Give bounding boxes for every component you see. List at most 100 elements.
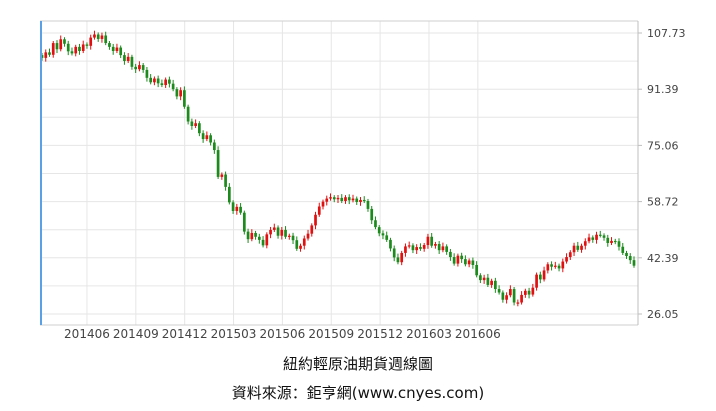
candle xyxy=(306,229,310,241)
candle xyxy=(235,203,239,215)
candle-body-down xyxy=(216,150,220,177)
candle-body-up xyxy=(610,240,613,243)
candle xyxy=(145,66,149,82)
candle-body-down xyxy=(396,257,400,263)
candle-body-up xyxy=(467,260,471,265)
candle xyxy=(486,273,490,287)
candle xyxy=(119,45,123,59)
candle xyxy=(108,41,111,50)
candle xyxy=(591,235,595,243)
candle xyxy=(168,76,171,88)
candle-body-down xyxy=(374,220,377,228)
candle-body-down xyxy=(183,90,186,107)
candle xyxy=(411,243,415,254)
candle xyxy=(284,226,287,239)
candle-body-up xyxy=(520,294,523,303)
candle-body-up xyxy=(546,264,550,271)
candle-body-up xyxy=(441,246,445,251)
candle xyxy=(625,250,628,259)
candle-body-down xyxy=(591,237,595,240)
candle-body-down xyxy=(449,251,452,258)
candle-body-up xyxy=(572,245,576,253)
candle-body-down xyxy=(108,43,111,47)
candle-body-down xyxy=(486,277,490,285)
candle xyxy=(460,252,463,263)
candle-body-up xyxy=(404,246,407,253)
candle xyxy=(347,194,351,205)
candle xyxy=(516,299,520,307)
candle-body-down xyxy=(494,280,497,290)
candle-body-up xyxy=(422,245,426,249)
candle xyxy=(126,53,130,64)
candle-body-down xyxy=(366,200,370,209)
candle-body-down xyxy=(246,231,250,240)
candle-body-down xyxy=(257,236,261,240)
candle-body-down xyxy=(512,289,516,303)
candle xyxy=(190,118,194,130)
candle xyxy=(580,243,583,253)
candle xyxy=(66,40,70,56)
candle xyxy=(130,54,134,70)
candle-body-up xyxy=(265,234,269,246)
candle-body-down xyxy=(501,292,505,300)
candle-body-up xyxy=(325,198,329,202)
candle xyxy=(617,238,621,251)
candle-body-down xyxy=(85,44,89,46)
candle xyxy=(344,195,347,204)
candle-body-up xyxy=(482,277,486,281)
candle-body-up xyxy=(235,206,239,211)
candle xyxy=(216,146,220,179)
candle-body-up xyxy=(523,290,527,295)
candle xyxy=(613,238,617,245)
candle-body-down xyxy=(70,51,74,54)
candle xyxy=(224,171,227,191)
candle xyxy=(299,243,302,252)
candle-body-up xyxy=(220,174,224,177)
candle xyxy=(359,197,362,206)
candle xyxy=(381,230,385,240)
candle-body-down xyxy=(171,83,175,90)
candle-body-down xyxy=(78,46,81,51)
candle-body-up xyxy=(553,265,557,267)
candle xyxy=(227,183,231,205)
candle-body-down xyxy=(175,89,179,97)
candle xyxy=(542,266,546,282)
candle xyxy=(494,277,497,293)
candle-body-up xyxy=(250,232,254,240)
candle xyxy=(156,75,160,88)
y-tick-label: 26.05 xyxy=(647,308,679,321)
candle-body-down xyxy=(123,55,126,61)
candle xyxy=(434,241,437,249)
candle xyxy=(475,261,478,278)
candle xyxy=(186,104,190,125)
candle xyxy=(389,237,392,252)
candle-body-down xyxy=(134,66,138,70)
candle xyxy=(96,32,100,42)
candle-body-down xyxy=(130,56,134,67)
candle-body-up xyxy=(89,37,93,46)
candle xyxy=(239,203,242,215)
candle xyxy=(272,223,276,232)
candle-body-up xyxy=(44,52,48,58)
candle xyxy=(572,242,576,257)
candle xyxy=(59,35,63,52)
candle xyxy=(149,74,153,85)
candle xyxy=(280,226,284,240)
candle xyxy=(246,228,250,243)
candle-body-down xyxy=(291,235,295,241)
candle xyxy=(355,196,359,205)
candle xyxy=(265,232,269,249)
candle-body-down xyxy=(332,197,336,200)
candle xyxy=(325,195,329,206)
candle xyxy=(449,248,452,261)
candle-body-up xyxy=(100,35,104,39)
candle xyxy=(63,37,66,47)
candle-body-up xyxy=(51,43,55,55)
candle-body-up xyxy=(587,237,591,242)
y-tick-label: 75.06 xyxy=(647,139,679,152)
y-tick-label: 42.39 xyxy=(647,252,679,265)
candle xyxy=(138,61,141,72)
candle-body-down xyxy=(239,206,242,213)
candle xyxy=(587,233,591,244)
candle-body-down xyxy=(602,235,606,238)
